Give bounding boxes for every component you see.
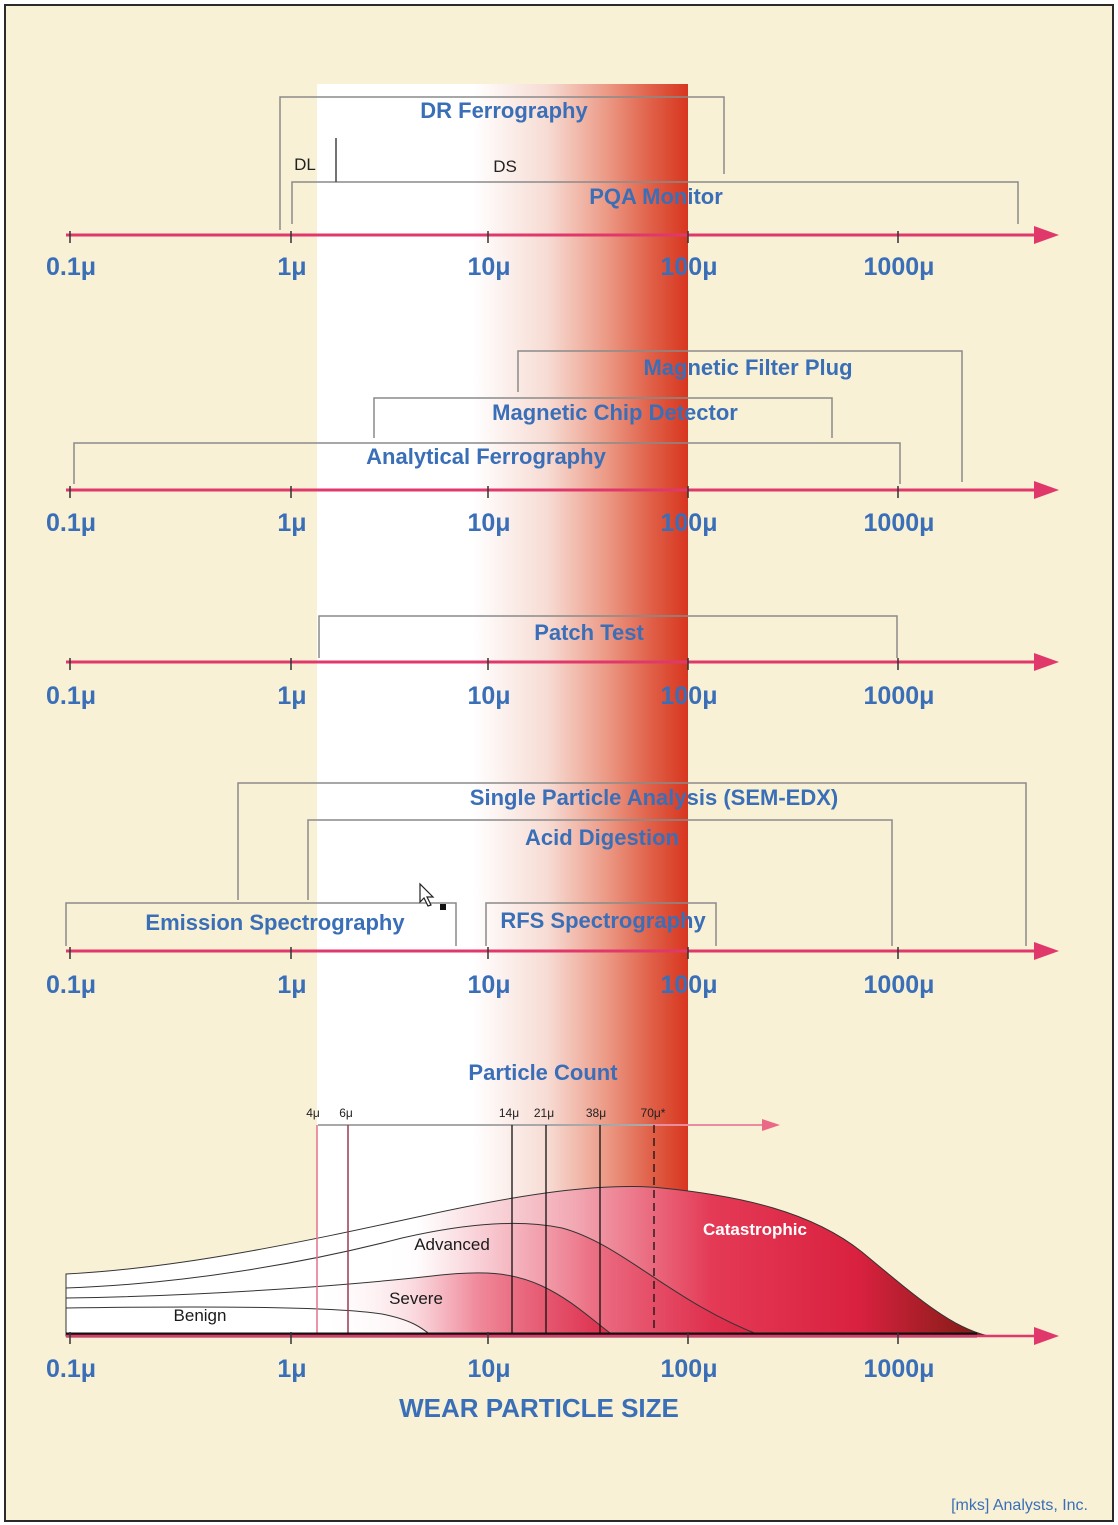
- panel-4: [65, 782, 1027, 946]
- size-marker-lines: [316, 1125, 655, 1333]
- axis-tick-label: 1000μ: [864, 509, 935, 537]
- axis-tick-label: 0.1μ: [46, 253, 96, 281]
- axis-tick-label: 0.1μ: [46, 509, 96, 537]
- wear-zones: [65, 1185, 989, 1337]
- size-axis-2: 0.1μ 1μ 10μ 100μ 1000μ: [46, 481, 1059, 537]
- benign-zone-label: Benign: [174, 1306, 227, 1325]
- magnetic-chip-detector-label: Magnetic Chip Detector: [492, 400, 738, 425]
- axis-tick-label: 100μ: [660, 253, 717, 281]
- axis-tick-label: 10μ: [467, 1355, 510, 1383]
- emission-spectrography-label: Emission Spectrography: [145, 910, 405, 935]
- axis-tick-label: 1μ: [277, 1355, 306, 1383]
- axis-tick-label: 10μ: [467, 971, 510, 999]
- axis-arrowhead: [1034, 226, 1059, 244]
- axis-tick-label: 1μ: [277, 971, 306, 999]
- critical-size-band: [317, 84, 688, 1336]
- dr-ferrography-bracket: [279, 96, 725, 230]
- dr-ferrography-label: DR Ferrography: [420, 98, 588, 123]
- panel-2: [73, 350, 963, 484]
- marker-70u: 70μ*: [641, 1106, 666, 1120]
- single-particle-analysis-bracket: [237, 782, 1027, 946]
- pqa-monitor-bracket: [291, 181, 1019, 224]
- axis-tick-label: 100μ: [660, 509, 717, 537]
- axis-tick-label: 0.1μ: [46, 682, 96, 710]
- advanced-zone-label: Advanced: [414, 1235, 490, 1254]
- axis-tick-label: 10μ: [467, 253, 510, 281]
- emission-spectrography-bracket: [65, 902, 457, 946]
- marker-6u: 6μ: [339, 1106, 353, 1120]
- credit-label: [mks] Analysts, Inc.: [951, 1497, 1088, 1514]
- patch-test-bracket: [318, 615, 898, 658]
- axis-arrowhead: [1034, 1327, 1059, 1345]
- axis-tick-label: 1000μ: [864, 971, 935, 999]
- acid-digestion-bracket: [307, 819, 893, 946]
- axis-arrowhead: [1034, 653, 1059, 671]
- axis-tick-label: 1μ: [277, 509, 306, 537]
- rfs-spectrography-bracket: [485, 902, 717, 946]
- particle-count-label: Particle Count: [468, 1060, 618, 1085]
- marker-38u: 38μ: [586, 1106, 606, 1120]
- marker-4u: 4μ: [306, 1106, 320, 1120]
- particle-count-range: [318, 1119, 780, 1131]
- dl-label: DL: [294, 155, 316, 174]
- axis-tick-label: 10μ: [467, 509, 510, 537]
- axis-tick-label: 1000μ: [864, 253, 935, 281]
- size-marker-labels: 4μ 6μ 14μ 21μ 38μ 70μ*: [306, 1106, 666, 1120]
- catastrophic-zone-label: Catastrophic: [703, 1220, 807, 1239]
- panel-1: [279, 96, 1019, 230]
- size-axis-3: 0.1μ 1μ 10μ 100μ 1000μ: [46, 653, 1059, 710]
- mouse-pointer-icon: [419, 882, 446, 910]
- magnetic-chip-detector-bracket: [373, 397, 833, 438]
- axis-tick-label: 100μ: [660, 1355, 717, 1383]
- magnetic-filter-plug-bracket: [517, 350, 963, 482]
- axis-title: WEAR PARTICLE SIZE: [399, 1393, 679, 1423]
- benign-zone: [65, 1306, 434, 1337]
- analytical-ferrography-bracket: [73, 442, 901, 484]
- axis-tick-label: 100μ: [660, 971, 717, 999]
- single-particle-analysis-label: Single Particle Analysis (SEM-EDX): [470, 785, 838, 810]
- analytical-ferrography-label: Analytical Ferrography: [366, 444, 606, 469]
- axis-tick-label: 100μ: [660, 682, 717, 710]
- axis-tick-label: 1μ: [277, 253, 306, 281]
- magnetic-filter-plug-label: Magnetic Filter Plug: [643, 355, 852, 380]
- diagram-frame: DR Ferrography DL DS PQA Monitor Magneti…: [4, 4, 1114, 1522]
- marker-21u: 21μ: [534, 1106, 554, 1120]
- marker-14u: 14μ: [499, 1106, 519, 1120]
- axis-arrowhead: [1034, 481, 1059, 499]
- axis-tick-label: 0.1μ: [46, 971, 96, 999]
- patch-test-label: Patch Test: [534, 620, 644, 645]
- axis-tick-label: 10μ: [467, 682, 510, 710]
- wear-particle-diagram: DR Ferrography DL DS PQA Monitor Magneti…: [46, 84, 1088, 1514]
- axis-tick-label: 1μ: [277, 682, 306, 710]
- acid-digestion-label: Acid Digestion: [525, 825, 679, 850]
- axis-tick-label: 0.1μ: [46, 1355, 96, 1383]
- size-axis-5: 0.1μ 1μ 10μ 100μ 1000μ: [46, 1327, 1059, 1383]
- size-axis-4: 0.1μ 1μ 10μ 100μ 1000μ: [46, 942, 1059, 999]
- rfs-spectrography-label: RFS Spectrography: [500, 908, 706, 933]
- ds-label: DS: [493, 157, 517, 176]
- axis-arrowhead: [1034, 942, 1059, 960]
- panel-3: [318, 615, 898, 658]
- size-axis-1: 0.1μ 1μ 10μ 100μ 1000μ: [46, 226, 1059, 281]
- axis-tick-label: 1000μ: [864, 682, 935, 710]
- severe-zone-label: Severe: [389, 1289, 443, 1308]
- pqa-monitor-label: PQA Monitor: [589, 184, 723, 209]
- axis-tick-label: 1000μ: [864, 1355, 935, 1383]
